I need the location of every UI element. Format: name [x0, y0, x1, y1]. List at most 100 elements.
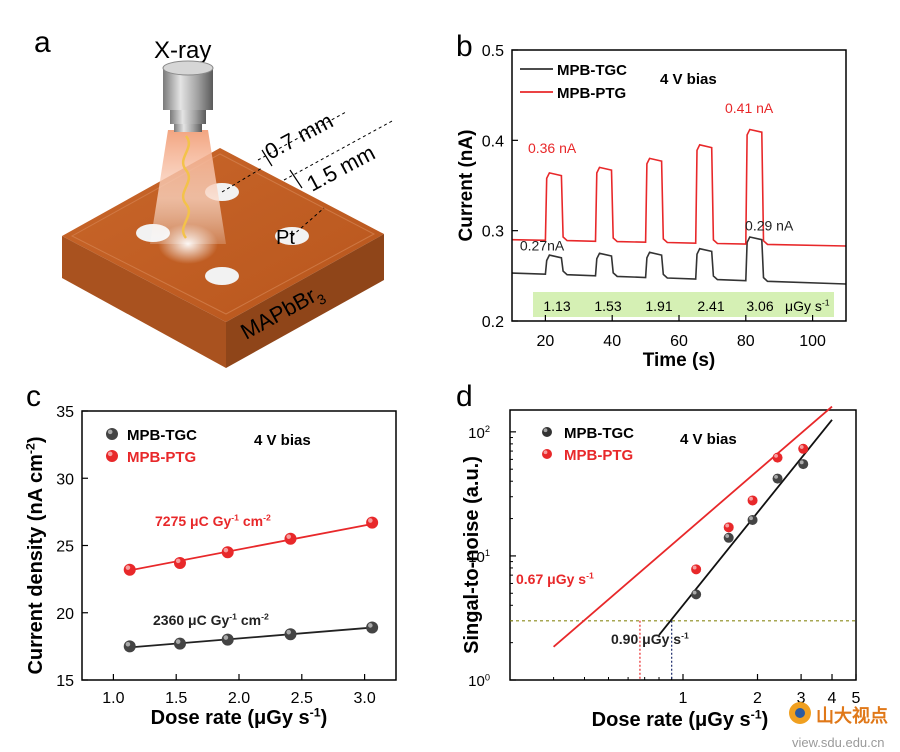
legend-label-b: MPB-TGC	[557, 62, 627, 79]
y-tick-label-c: 25	[56, 539, 74, 556]
data-point-d-mpb-ptg-highlight	[774, 453, 778, 458]
fit-line-c	[125, 626, 373, 649]
data-point-c-mpb-ptg-highlight	[223, 547, 229, 553]
x-tick-label-c: 1.5	[165, 690, 187, 707]
x-tick-label-d: 5	[852, 690, 861, 707]
x-tick-label-b: 100	[799, 333, 826, 350]
data-point-c-mpb-ptg-highlight	[368, 518, 373, 523]
x-tick-label-d: 2	[753, 690, 762, 707]
data-point-d-mpb-tgc-highlight	[774, 474, 778, 479]
x-tick-label-b: 40	[603, 333, 621, 350]
y-tick-label-b: 0.3	[482, 224, 504, 241]
y-axis-label-b: Current (nA)	[456, 130, 477, 242]
dose-rate-band	[533, 292, 834, 317]
dose-rate-label-b: 1.53	[594, 298, 621, 314]
xray-source-label: X-ray	[154, 37, 211, 64]
x-tick-label-d: 4	[828, 690, 837, 707]
y-tick-label-d: 102	[468, 424, 490, 442]
y-tick-label-b: 0.5	[482, 43, 504, 60]
data-point-d-mpb-ptg-highlight	[692, 565, 697, 570]
y-tick-label-c: 20	[56, 606, 74, 623]
fit-line-d	[658, 419, 833, 636]
data-point-c-mpb-ptg	[284, 532, 297, 545]
data-point-d-mpb-tgc	[798, 459, 809, 470]
dose-rate-label-b: 1.91	[645, 298, 672, 314]
legend-marker-c-highlight	[107, 429, 113, 435]
xray-beam	[150, 130, 226, 264]
x-tick-label-c: 1.0	[102, 690, 124, 707]
watermark-text: 山大视点	[816, 705, 888, 727]
legend-label-d: MPB-TGC	[564, 425, 634, 442]
fit-line-c	[125, 523, 373, 572]
dimension-markers	[221, 111, 395, 237]
panel-letter-d: d	[456, 380, 473, 413]
data-point-c-mpb-ptg	[123, 563, 136, 576]
panel-b: b 20 40 60 80 100 0.2 0.3 0.4 0.5 Time (s) Current …	[456, 30, 847, 371]
electrode-bottom	[205, 267, 239, 285]
y-tick-label-d: 100	[468, 672, 490, 690]
bias-annotation-d: 4 V bias	[680, 431, 737, 448]
legend-marker-c-highlight	[107, 451, 113, 457]
x-tick-label-c: 3.0	[353, 690, 375, 707]
data-point-d-mpb-ptg	[691, 564, 702, 575]
data-point-c-mpb-tgc	[123, 640, 136, 653]
y-tick-label-c: 15	[56, 673, 74, 690]
legend-marker-c	[106, 428, 118, 440]
legend-marker-d-highlight	[543, 450, 548, 455]
legend-label-d: MPB-PTG	[564, 447, 633, 464]
watermark-url: view.sdu.edu.cn	[792, 735, 885, 750]
y-tick-label-c: 35	[56, 404, 74, 421]
x-tick-label-d: 1	[679, 690, 688, 707]
y-axis-label-d: Singal-to-noise (a.u.)	[461, 456, 483, 654]
x-tick-label-b: 20	[537, 333, 555, 350]
panel-c: c 1.0 1.5 2.0 2.5 3.0 15 20 25 30 35 Dose rate (μGy…	[23, 380, 397, 729]
data-point-c-mpb-tgc-highlight	[223, 635, 229, 640]
series-line-mpb-tgc	[511, 236, 847, 285]
peak-label-b: 0.29 nA	[745, 218, 794, 234]
x-tick-label-b: 60	[670, 333, 688, 350]
data-point-d-mpb-ptg	[723, 522, 734, 533]
fit-line-d	[552, 405, 833, 648]
data-point-c-mpb-tgc-highlight	[286, 629, 291, 635]
dose-rate-label-b: 3.06	[746, 298, 773, 314]
dose-rate-label-b: 1.13	[543, 298, 570, 314]
peak-label-b: 0.41 nA	[725, 100, 774, 116]
data-point-d-mpb-tgc-highlight	[725, 534, 730, 538]
data-point-d-mpb-tgc	[691, 589, 702, 600]
data-point-d-mpb-tgc-highlight	[749, 516, 753, 521]
lod-label-d: 0.90 μGy s-1	[611, 631, 689, 647]
panel-letter-a: a	[34, 26, 51, 59]
legend-marker-c	[106, 450, 118, 462]
x-axis-label-b: Time (s)	[643, 350, 716, 371]
peak-label-b: 0.36 nA	[528, 140, 577, 156]
data-point-d-mpb-ptg	[772, 452, 783, 463]
series-line-mpb-ptg	[511, 128, 847, 247]
data-point-c-mpb-ptg	[173, 556, 186, 569]
peak-label-b: 0.27nA	[520, 238, 565, 254]
data-point-c-mpb-tgc	[173, 637, 186, 650]
data-point-d-mpb-tgc	[723, 532, 734, 543]
data-point-c-mpb-ptg-highlight	[125, 565, 131, 570]
y-axis-label-c: Current density (nA cm-2)	[23, 436, 47, 674]
panel-letter-c: c	[26, 380, 41, 413]
legend-label-c: MPB-PTG	[127, 449, 196, 466]
legend-label-b: MPB-PTG	[557, 85, 626, 102]
data-point-c-mpb-ptg-highlight	[286, 534, 291, 539]
x-axis-label-c: Dose rate (μGy s-1)	[151, 705, 328, 729]
y-tick-label-d: 101	[468, 548, 490, 566]
panel-d: d 1 2 3 4 5 100 101 102 Dose rate (μGy s-1) Singal…	[456, 380, 861, 731]
sensitivity-label-c: 7275 μC Gy-1 cm-2	[155, 513, 271, 529]
sensitivity-label-c: 2360 μC Gy-1 cm-2	[153, 612, 269, 628]
data-point-c-mpb-ptg-highlight	[175, 558, 181, 564]
legend-marker-d-highlight	[543, 428, 548, 433]
bias-annotation-b: 4 V bias	[660, 71, 717, 88]
y-tick-label-b: 0.4	[482, 133, 504, 150]
data-point-d-mpb-ptg-highlight	[799, 445, 804, 449]
data-point-d-mpb-ptg	[798, 443, 809, 454]
data-point-d-mpb-ptg	[747, 495, 758, 506]
data-point-c-mpb-tgc	[366, 621, 379, 634]
data-point-c-mpb-tgc	[284, 628, 297, 641]
data-point-d-mpb-tgc-highlight	[799, 460, 804, 465]
dose-rate-label-b: 2.41	[697, 298, 724, 314]
